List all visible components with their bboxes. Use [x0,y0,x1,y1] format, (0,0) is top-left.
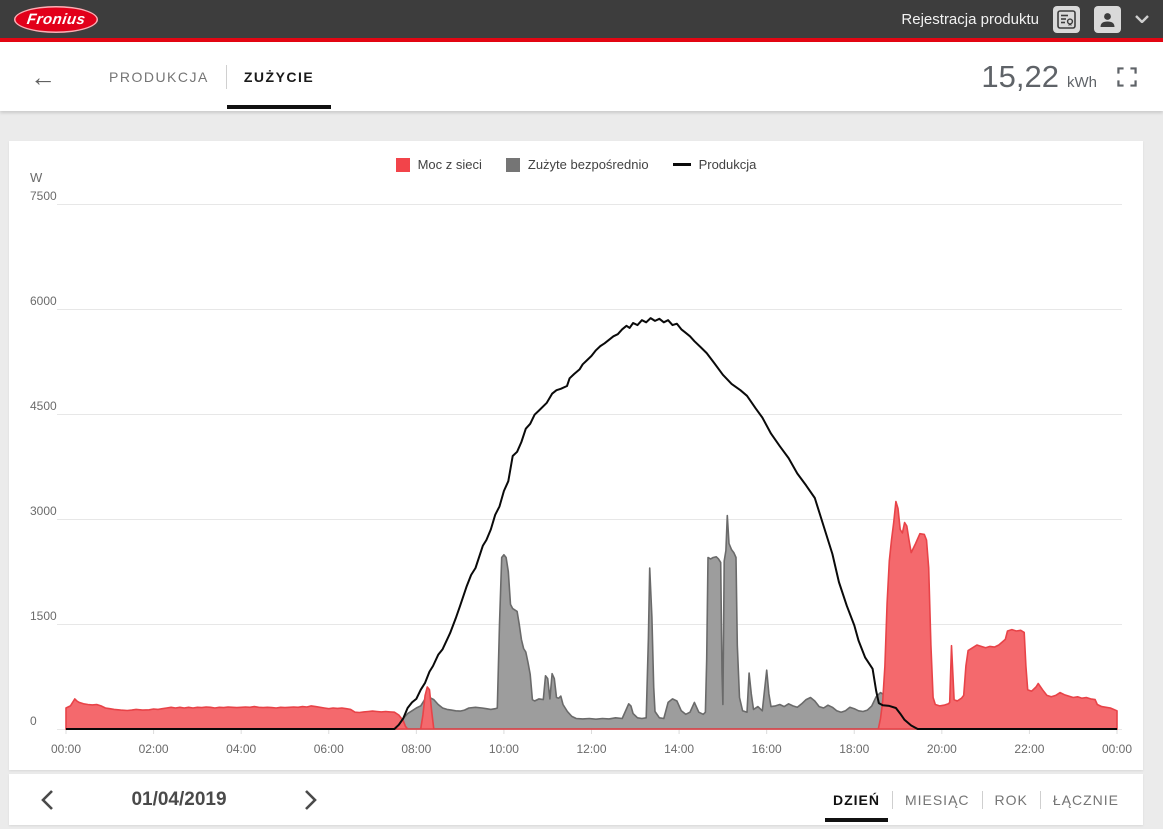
y-tick-label: 3000 [30,504,57,518]
line-series-produkcja [66,317,1117,730]
total-unit: kWh [1067,73,1097,91]
next-day-button[interactable] [299,785,323,815]
range-tab-miesiac[interactable]: MIESIĄC [904,791,970,808]
fullscreen-icon [1117,66,1137,87]
production-swatch [672,163,691,166]
y-tick-label: 0 [30,714,37,728]
grid-power-swatch [395,157,410,172]
header-actions: Rejestracja produktu [901,5,1149,33]
fronius-logo[interactable]: Fronius [14,5,98,33]
legend-label: Moc z sieci [417,157,482,172]
y-axis-unit: W [30,170,43,185]
user-account-icon[interactable] [1094,5,1121,33]
x-tick-label: 00:00 [1102,742,1132,756]
range-tab-lacznie[interactable]: ŁĄCZNIE [1052,791,1119,808]
range-tab-divider [1039,790,1041,809]
daily-total: 15,22 kWh [981,59,1097,95]
direct-use-swatch [505,157,520,172]
chart-legend: Moc z sieci Zużyte bezpośrednio Produkcj… [9,157,1143,172]
view-toolbar: ← PRODUKCJA ZUŻYCIE 15,22 kWh [0,42,1163,111]
y-tick-label: 7500 [30,189,57,203]
fronius-logo-text: Fronius [25,10,87,28]
x-tick-label: 04:00 [226,742,256,756]
x-tick-label: 02:00 [139,742,169,756]
range-tab-divider [891,790,893,809]
current-date[interactable]: 01/04/2019 [131,788,227,810]
x-tick-label: 14:00 [664,742,694,756]
x-tick-label: 20:00 [927,742,957,756]
previous-day-button[interactable] [35,785,59,815]
main-content: Moc z sieci Zużyte bezpośrednio Produkcj… [0,111,1163,825]
x-tick-label: 12:00 [576,742,606,756]
y-tick-label: 6000 [30,294,57,308]
certificate-icon [1057,9,1076,29]
view-tabs: PRODUKCJA ZUŻYCIE [92,42,332,111]
tab-divider [225,64,227,89]
total-value: 15,22 [981,58,1059,94]
legend-label: Produkcja [698,157,757,172]
x-tick-label: 10:00 [489,742,519,756]
app-header: Fronius Rejestracja produktu [0,0,1163,42]
y-tick-label: 4500 [30,399,57,413]
chevron-down-icon[interactable] [1135,15,1149,23]
fullscreen-button[interactable] [1115,65,1139,89]
range-tab-dzien[interactable]: DZIEŃ [821,774,892,825]
tab-zuzycie[interactable]: ZUŻYCIE [226,42,332,111]
y-tick-label: 1500 [30,609,57,623]
x-tick-label: 08:00 [401,742,431,756]
x-tick-label: 00:00 [51,742,81,756]
person-icon [1100,12,1115,27]
legend-item-production[interactable]: Produkcja [672,157,757,172]
legend-item-grid-power[interactable]: Moc z sieci [395,157,482,172]
legend-item-direct-use[interactable]: Zużyte bezpośrednio [505,157,649,172]
energy-chart[interactable]: 0 1500 3000 4500 6000 7500 W 00:00 02:00 04:00 06:… [9,141,1143,770]
energy-chart-card: Moc z sieci Zużyte bezpośrednio Produkcj… [9,141,1143,770]
legend-label: Zużyte bezpośrednio [527,157,649,172]
x-tick-label: 18:00 [839,742,869,756]
tab-produkcja[interactable]: PRODUKCJA [109,68,209,85]
x-tick-label: 22:00 [1014,742,1044,756]
range-tab-rok[interactable]: ROK [994,791,1028,808]
range-tabs: DZIEŃ MIESIĄC ROK ŁĄCZNIE [821,774,1131,825]
range-tab-divider [981,790,983,809]
product-registration-link[interactable]: Rejestracja produktu [901,10,1039,28]
area-series-zu-yte-bezpo-rednio [65,514,1118,730]
back-button[interactable]: ← [30,61,56,92]
x-tick-label: 16:00 [752,742,782,756]
date-navigation-bar: 01/04/2019 DZIEŃ MIESIĄC ROK ŁĄCZNIE [9,774,1143,825]
x-tick-label: 06:00 [314,742,344,756]
product-registration-icon[interactable] [1053,5,1080,33]
area-series-moc-z-sieci [65,500,1118,730]
